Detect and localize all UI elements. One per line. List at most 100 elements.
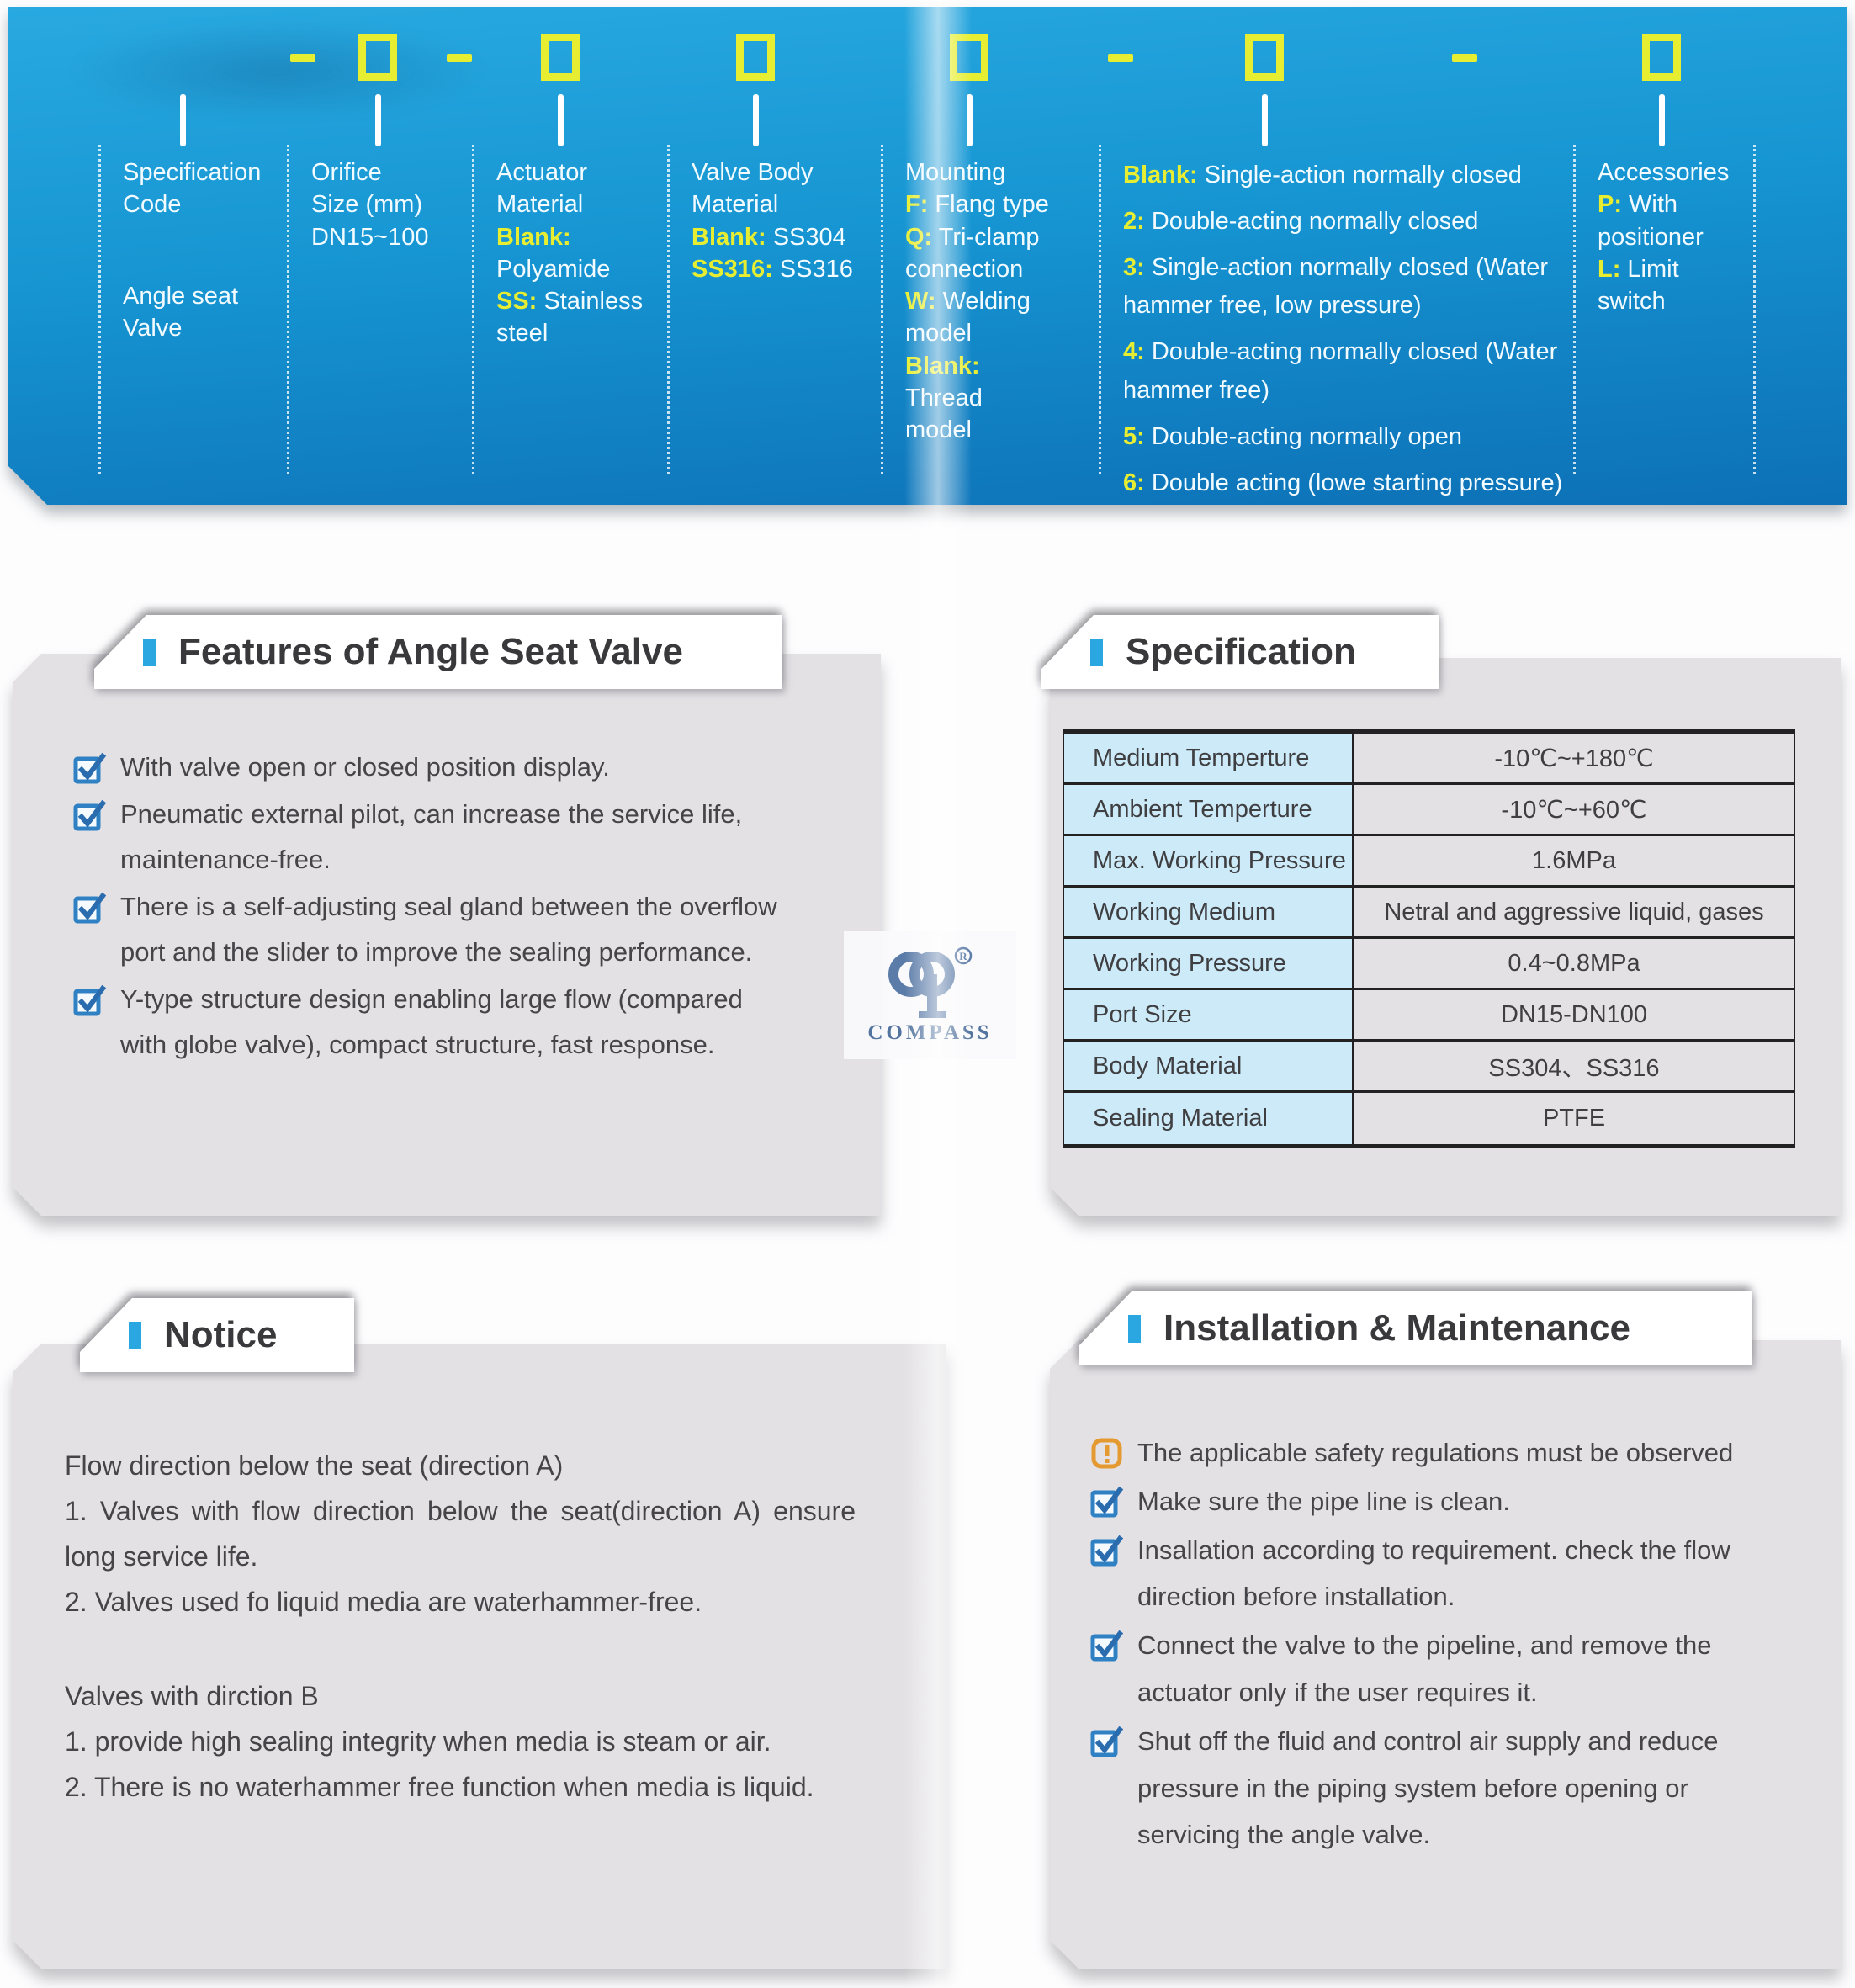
code-line: Material [496,188,659,220]
notice-section: Flow direction below the seat (direction… [13,1344,946,1969]
installation-title: Installation & Maintenance [1163,1307,1630,1349]
code-text: Double-acting normally closed [1144,207,1479,235]
spec-row-value: -10℃~+180℃ [1494,745,1654,772]
spec-table-row: Sealing Material PTFE [1064,1093,1794,1144]
spec-row-label: Max. Working Pressure [1064,836,1354,885]
installation-panel: The applicable safety regulations must b… [1050,1340,1841,1969]
code-key: 3: [1123,253,1145,281]
spec-row-value: 1.6MPa [1532,846,1616,874]
features-list: With valve open or closed position displ… [73,745,814,1069]
checkbox-icon [1090,1485,1124,1523]
code-line: Code [123,188,278,220]
spec-table-row: Medium Temperture -10℃~+180℃ [1064,734,1794,785]
checklist-item-text: Insallation according to requirement. ch… [1137,1535,1730,1612]
installation-list: The applicable safety regulations must b… [1090,1429,1801,1860]
code-key: 5: [1123,422,1145,450]
notice-panel: Flow direction below the seat (direction… [13,1344,946,1969]
checklist-item-text: With valve open or closed position displ… [120,752,610,782]
checkbox-icon [1090,1629,1124,1667]
section-bullet-icon [1128,1314,1141,1343]
code-key: 2: [1123,207,1145,235]
compass-logo-text: COMPASS [867,1021,993,1044]
section-bullet-icon [129,1321,141,1349]
code-text: Double-acting normally open [1144,422,1463,450]
code-dash [1108,54,1133,62]
code-key: Blank: [496,223,571,251]
code-column: Specification Code Angle seat Valve [98,145,287,474]
code-key: L: [1598,255,1621,283]
code-text: Specification [123,159,262,186]
checklist-item: Connect the valve to the pipeline, and r… [1090,1622,1801,1716]
code-column: Actuator Material Blank: Polyamide SS: Stain… [472,145,667,474]
code-line: F: Flang type [905,188,1090,220]
checklist-item-text: Y-type structure design enabling large f… [120,983,743,1059]
code-text: Mounting [905,159,1006,186]
specification-section: Medium Temperture -10℃~+180℃ Ambient Tem… [1050,658,1841,1216]
code-key: SS: [496,288,538,315]
code-line: Thread [905,382,1090,414]
code-square [950,34,988,81]
section-tab: Specification [1041,615,1439,689]
code-text: Welding [935,288,1031,315]
spec-row-label: Medium Temperture [1064,734,1354,782]
checklist-item: Y-type structure design enabling large f… [73,977,814,1068]
spec-table-row: Ambient Temperture -10℃~+60℃ [1064,785,1794,836]
spec-row-label: Working Medium [1064,888,1354,936]
code-text: Actuator [496,159,587,186]
spec-row-label: Sealing Material [1064,1093,1354,1144]
code-line: Blank: [905,350,1090,382]
spec-table-row: Body Material SS304、SS316 [1064,1042,1794,1093]
code-text: Angle seat [123,282,239,310]
spec-row-value: 0.4~0.8MPa [1508,949,1640,977]
features-tab: Features of Angle Seat Valve [94,615,782,689]
code-line: Accessories [1598,156,1747,188]
code-line: 4: Double-acting normally closed (Water … [1123,333,1565,411]
code-text: SS304 [766,223,846,251]
code-key: Blank: [1123,162,1198,188]
checklist-item-text: Connect the valve to the pipeline, and r… [1137,1630,1712,1707]
code-tick [375,94,381,146]
spec-row-value: Netral and aggressive liquid, gases [1384,898,1764,925]
notice-title: Notice [164,1314,278,1355]
checkbox-icon [73,751,107,789]
spec-row-value: SS304、SS316 [1488,1055,1660,1082]
code-line: Actuator [496,156,659,188]
code-key: 4: [1123,338,1145,366]
checkbox-icon [73,798,107,836]
code-tick [558,94,564,146]
code-dash [447,54,472,62]
code-line: SS316: SS316 [692,253,872,285]
section-bullet-icon [1090,638,1103,666]
spec-table-row: Working Medium Netral and aggressive liq… [1064,888,1794,939]
code-line: Blank: SS304 [692,221,872,253]
code-text: Valve [123,314,183,342]
compass-logo-icon: R [888,946,972,1018]
installation-section: The applicable safety regulations must b… [1050,1340,1841,1969]
notice-tab: Notice [80,1298,354,1372]
code-line: L: Limit [1598,253,1747,285]
notice-paragraph-gap [65,1625,856,1673]
code-line: Blank: Single-action normally closed [1123,156,1565,195]
code-line: positioner [1598,221,1747,253]
code-line: Polyamide [496,253,659,285]
code-dash [1452,54,1477,62]
checklist-item-text: Shut off the fluid and control air suppl… [1137,1726,1719,1850]
code-square [1245,34,1284,81]
code-tick [1262,94,1268,146]
model-code-panel: Specification Code Angle seat Valve Orifice S… [8,7,1847,505]
registered-mark: R [959,950,967,962]
code-square [358,34,397,81]
specification-title: Specification [1126,631,1356,672]
spec-row-value: PTFE [1542,1105,1606,1132]
code-text: Single-action normally closed (Water ham… [1123,253,1549,320]
section-tab: Features of Angle Seat Valve [94,615,782,689]
code-text: connection [905,255,1024,283]
warning-item-text: The applicable safety regulations must b… [1137,1438,1734,1467]
code-tick [180,94,186,146]
checklist-item-text: Pneumatic external pilot, can increase t… [120,798,743,874]
code-column: Blank: Single-action normally closed 2: D… [1099,145,1573,474]
code-line: 5: Double-acting normally open [1123,418,1565,457]
code-tick [967,94,973,146]
code-text: DN15~100 [311,223,429,251]
code-column: Mounting F: Flang type Q: Tri-clamp connect… [881,145,1099,474]
